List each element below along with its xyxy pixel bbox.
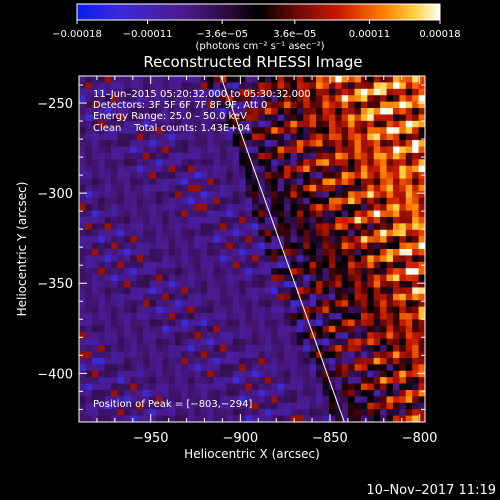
y-tick-label: −400 <box>37 367 73 382</box>
annotation-time: 11–Jun–2015 05:20:32.000 to 05:30:32.000 <box>93 89 311 100</box>
x-tick-label: −950 <box>133 431 169 446</box>
plot-frame <box>78 75 426 423</box>
annotation-block: 11–Jun–2015 05:20:32.000 to 05:30:32.000… <box>93 89 311 410</box>
plot-timestamp: 10–Nov–2017 11:19 <box>366 483 496 498</box>
y-tick-label: −350 <box>37 277 73 292</box>
y-tick-label: −300 <box>37 187 73 202</box>
colorbar-tick-label: −0.00018 <box>52 29 102 40</box>
colorbar-tick-label: 0.00018 <box>419 29 460 40</box>
y-tick-label: −250 <box>37 97 73 112</box>
limb-line <box>220 76 345 422</box>
colorbar-ticks: −0.00018 −0.00011 −3.6e−05 3.6e−05 0.00011 0.… <box>52 20 461 40</box>
annotation-clean: Clean Total counts: 1.43E+04 <box>93 123 250 134</box>
x-tick-label: −850 <box>312 431 348 446</box>
colorbar <box>76 3 441 21</box>
peak-position: Position of Peak = [−803,−294] <box>93 399 252 410</box>
colorbar-tick-label: 3.6e−05 <box>273 29 316 40</box>
chart-title: Reconstructed RHESSI Image <box>143 53 362 71</box>
colorbar-tick-label: 0.00011 <box>349 29 390 40</box>
colorbar-tick-label: −3.6e−05 <box>196 29 248 40</box>
annotation-energy: Energy Range: 25.0 – 50.0 keV <box>93 111 247 122</box>
x-tick-label: −900 <box>222 431 258 446</box>
colorbar-unit-label: (photons cm⁻² s⁻¹ asec⁻²) <box>195 41 324 52</box>
annotation-detectors: Detectors: 3F 5F 6F 7F 8F 9F, Att 0 <box>93 100 267 111</box>
x-axis-label: Heliocentric X (arcsec) <box>184 447 320 461</box>
colorbar-tick-label: −0.00011 <box>123 29 173 40</box>
axis-ticks: −950 −900 −850 −800 −250 −300 −350 −400 <box>37 76 437 446</box>
x-tick-label: −800 <box>402 431 438 446</box>
heatmap-image <box>79 76 425 422</box>
y-axis-label: Heliocentric Y (arcsec) <box>15 182 29 317</box>
